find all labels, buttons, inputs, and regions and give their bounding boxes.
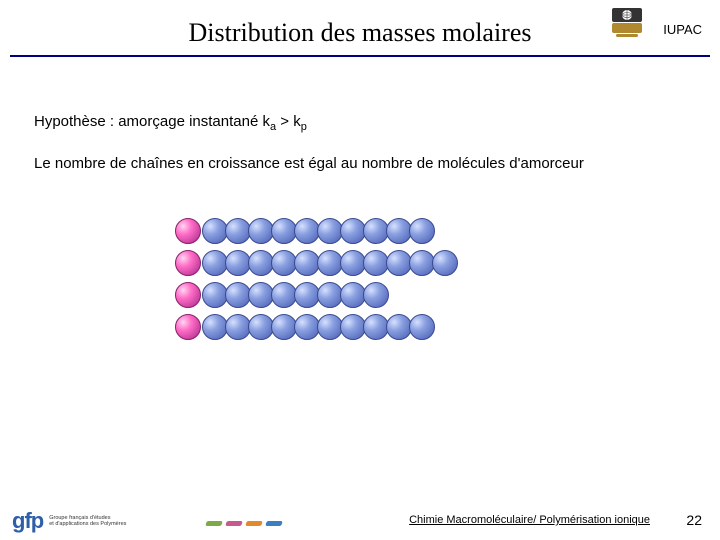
chain-row [175,282,455,308]
initiator-bead [175,282,201,308]
chain-row [175,218,455,244]
monomer-bead [409,314,435,340]
dash [245,521,263,526]
monomer-bead [363,282,389,308]
body-text: Le nombre de chaînes en croissance est é… [34,155,584,172]
dash [205,521,223,526]
gfp-logo-text: gfp [12,508,43,534]
initiator-bead [175,314,201,340]
title-underline [10,55,710,57]
iupac-logo [612,8,642,38]
gfp-logo: gfp Groupe français d'études et d'applic… [12,508,126,534]
gfp-subtitle-2: et d'applications des Polymères [49,521,126,527]
hypothesis-mid: > k [276,113,301,130]
footer: gfp Groupe français d'études et d'applic… [0,498,720,540]
hypothesis-prefix: Hypothèse : amorçage instantané k [34,113,270,130]
hypothesis-text: Hypothèse : amorçage instantané ka > kp [34,113,307,133]
initiator-bead [175,218,201,244]
initiator-bead [175,250,201,276]
page-number: 22 [686,512,702,528]
color-dash-strip [206,521,282,526]
monomer-bead [409,218,435,244]
chain-row [175,314,455,340]
monomer-bead [432,250,458,276]
hypothesis-sub-p: p [301,121,307,133]
dash [265,521,283,526]
iupac-label: IUPAC [663,22,702,37]
polymer-chains-diagram [175,218,455,346]
footer-caption: Chimie Macromoléculaire/ Polymérisation … [409,514,650,526]
slide-title: Distribution des masses molaires [188,18,531,48]
chain-row [175,250,455,276]
dash [225,521,243,526]
